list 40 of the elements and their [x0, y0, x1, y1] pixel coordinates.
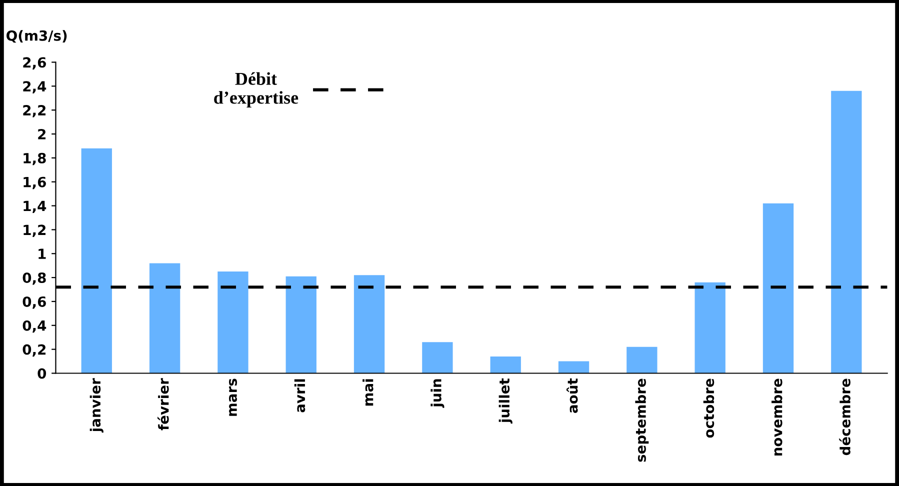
bar	[490, 356, 521, 374]
bar	[626, 346, 658, 374]
legend-label: Débit d’expertise	[214, 72, 298, 108]
bar	[354, 275, 385, 374]
x-tick-label: juillet	[498, 378, 512, 424]
y-tick-label: 0,4	[22, 320, 46, 333]
x-tick-label: janvier	[90, 378, 104, 433]
x-tick-label: novembre	[772, 378, 782, 456]
x-tick-label: mai	[362, 379, 374, 406]
y-tick-label: 1,6	[24, 176, 46, 190]
y-tick-label: 2	[38, 128, 46, 140]
bar	[762, 203, 794, 374]
bar	[694, 282, 726, 374]
x-tick-label: juin	[430, 379, 444, 408]
y-tick-label: 1	[38, 248, 46, 259]
y-axis-title: Q(m3/s)	[6, 30, 67, 43]
y-tick-label: 0	[38, 368, 46, 379]
y-tick-label: 1,4	[24, 200, 46, 214]
y-tick-label: 0,6	[22, 296, 46, 309]
bar	[558, 361, 590, 374]
bar	[831, 90, 862, 374]
y-tick-label: 0,2	[22, 344, 46, 357]
x-tick-label: avril	[294, 379, 306, 412]
x-tick-label: septembre	[635, 378, 649, 462]
x-tick-label: mars	[229, 378, 237, 416]
y-tick-label: 1,8	[24, 152, 46, 166]
x-tick-label: février	[158, 378, 169, 430]
bar	[286, 276, 316, 374]
y-tick-label: 0,8	[22, 272, 46, 285]
x-tick-label: décembre	[839, 378, 850, 456]
x-tick-label: août	[566, 378, 578, 413]
y-tick-label: 2,2	[23, 105, 46, 118]
x-tick-label: octobre	[703, 378, 714, 438]
bar	[149, 263, 180, 374]
y-tick-label: 1,2	[24, 224, 46, 237]
bar	[218, 272, 248, 374]
y-tick-label: 2,6	[23, 57, 46, 70]
bar	[422, 342, 453, 374]
bar	[81, 148, 112, 374]
y-tick-label: 2,4	[23, 81, 46, 94]
